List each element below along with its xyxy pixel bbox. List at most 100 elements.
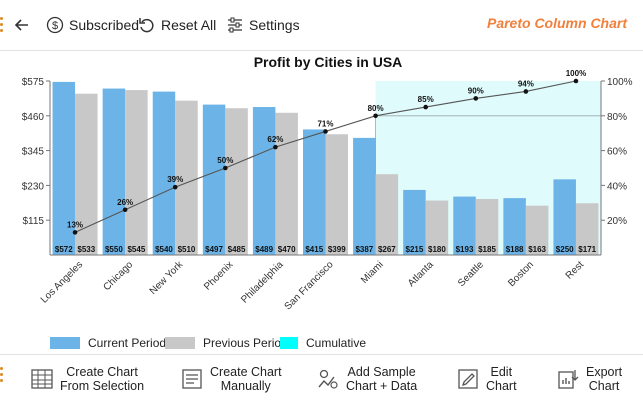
x-tick-label: Phoenix bbox=[202, 259, 235, 292]
bar-current bbox=[353, 137, 376, 255]
add-sample-line2: Chart + Data bbox=[346, 379, 418, 393]
reset-icon bbox=[139, 18, 154, 33]
create-manually-line2: Manually bbox=[220, 379, 271, 393]
bar-previous bbox=[175, 100, 198, 256]
sample-data-icon bbox=[318, 369, 338, 389]
cumulative-point bbox=[72, 230, 78, 235]
list-edit-icon bbox=[182, 369, 202, 389]
reset-all-button[interactable]: Reset All bbox=[138, 14, 216, 36]
data-label-previous: $185 bbox=[478, 245, 496, 254]
bar-previous bbox=[75, 93, 98, 255]
create-from-selection-line2: From Selection bbox=[60, 379, 145, 393]
legend-previous: Previous Period bbox=[165, 335, 288, 351]
x-tick-label: Boston bbox=[506, 259, 536, 289]
x-tick-label: Los Angeles bbox=[39, 259, 85, 305]
bar-current bbox=[403, 189, 426, 255]
data-label-previous: $470 bbox=[278, 245, 296, 254]
edit-chart-line2: Chart bbox=[486, 379, 517, 393]
data-label-current: $540 bbox=[155, 245, 173, 254]
bar-current bbox=[152, 91, 176, 255]
create-from-selection-line1: Create Chart bbox=[66, 365, 138, 379]
cumulative-label: 90% bbox=[468, 86, 484, 95]
edit-chart-line1: Edit bbox=[490, 365, 513, 379]
data-label-previous: $485 bbox=[228, 245, 246, 254]
reset-all-label: Reset All bbox=[161, 17, 217, 33]
export-chart-line1: Export bbox=[586, 365, 623, 379]
bar-previous bbox=[475, 199, 499, 255]
cumulative-label: 13% bbox=[67, 220, 83, 229]
back-arrow-icon bbox=[14, 19, 28, 31]
legend-previous-swatch bbox=[165, 337, 195, 349]
sliders-icon bbox=[228, 17, 242, 33]
y-tick-label: $575 bbox=[22, 77, 45, 88]
legend-previous-label: Previous Period bbox=[203, 336, 288, 350]
data-label-current: $193 bbox=[456, 245, 474, 254]
bar-previous bbox=[325, 134, 348, 255]
subscribed-button[interactable]: $ Subscribed bbox=[46, 14, 139, 36]
cumulative-point bbox=[122, 207, 128, 213]
x-tick-label: San Francisco bbox=[283, 259, 336, 312]
settings-button[interactable]: Settings bbox=[226, 14, 300, 36]
table-icon bbox=[31, 369, 53, 389]
data-label-current: $387 bbox=[355, 245, 373, 254]
cumulative-label: 100% bbox=[566, 69, 586, 78]
create-from-selection-button[interactable]: Create Chart From Selection bbox=[30, 361, 144, 397]
cumulative-point bbox=[523, 89, 529, 94]
back-button[interactable] bbox=[14, 14, 35, 36]
y2-tick-label: 20% bbox=[607, 216, 627, 227]
y2-tick-label: 60% bbox=[607, 147, 627, 158]
data-label-current: $550 bbox=[105, 245, 123, 254]
x-tick-label: Philadelphia bbox=[239, 259, 286, 306]
data-label-previous: $180 bbox=[428, 245, 446, 254]
chart-title: Profit by Cities in USA bbox=[254, 54, 403, 70]
legend-cumulative: Cumulative bbox=[280, 335, 366, 351]
data-label-current: $489 bbox=[255, 245, 273, 254]
cumulative-point bbox=[273, 144, 278, 150]
export-chart-button[interactable]: Export Chart bbox=[556, 361, 622, 397]
svg-text:$: $ bbox=[52, 20, 58, 32]
bar-previous bbox=[125, 90, 148, 255]
data-label-previous: $163 bbox=[528, 245, 546, 254]
x-tick-label: Seattle bbox=[456, 259, 486, 289]
data-label-previous: $533 bbox=[77, 245, 95, 254]
pareto-chart: Profit by Cities in USA $572 $533 $550 $545… bbox=[22, 54, 633, 312]
y-tick-label: $115 bbox=[22, 216, 44, 227]
y2-tick-label: 80% bbox=[607, 112, 627, 123]
y2-tick-label: 40% bbox=[607, 181, 627, 192]
bar-current bbox=[52, 81, 76, 255]
data-label-current: $215 bbox=[406, 245, 424, 254]
x-tick-label: Atlanta bbox=[406, 259, 436, 289]
legend-current-swatch bbox=[50, 337, 80, 349]
export-chart-line2: Chart bbox=[588, 379, 620, 393]
cumulative-label: 80% bbox=[368, 104, 384, 113]
add-sample-button[interactable]: Add Sample Chart + Data bbox=[316, 361, 417, 397]
drag-handle-icon[interactable] bbox=[0, 17, 4, 35]
cumulative-label: 62% bbox=[267, 135, 283, 144]
legend-current: Current Period bbox=[50, 335, 166, 351]
bottom-toolbar: Create Chart From Selection Create Chart M… bbox=[0, 354, 643, 404]
cumulative-point bbox=[473, 96, 479, 101]
export-icon bbox=[558, 370, 579, 389]
cumulative-label: 39% bbox=[167, 175, 183, 184]
y2-tick-label: 100% bbox=[607, 77, 633, 88]
y-tick-label: $460 bbox=[22, 112, 45, 123]
create-manually-button[interactable]: Create Chart Manually bbox=[180, 361, 282, 397]
bar-current bbox=[553, 179, 576, 255]
x-tick-label: Rest bbox=[564, 259, 586, 281]
x-tick-label: New York bbox=[148, 259, 186, 297]
bar-current bbox=[252, 107, 276, 255]
data-label-previous: $510 bbox=[178, 245, 196, 254]
edit-chart-button[interactable]: Edit Chart bbox=[456, 361, 517, 397]
drag-handle-icon[interactable] bbox=[0, 367, 4, 385]
data-label-previous: $399 bbox=[328, 245, 346, 254]
bar-previous bbox=[525, 205, 549, 255]
cumulative-point bbox=[172, 184, 178, 190]
data-label-previous: $267 bbox=[378, 245, 396, 254]
bar-current bbox=[303, 129, 326, 255]
cumulative-point bbox=[223, 165, 228, 171]
bar-previous bbox=[575, 203, 599, 255]
legend-cumulative-label: Cumulative bbox=[306, 336, 367, 350]
x-tick-label: Chicago bbox=[102, 259, 136, 293]
data-label-current: $188 bbox=[506, 245, 524, 254]
data-label-current: $250 bbox=[556, 245, 574, 254]
